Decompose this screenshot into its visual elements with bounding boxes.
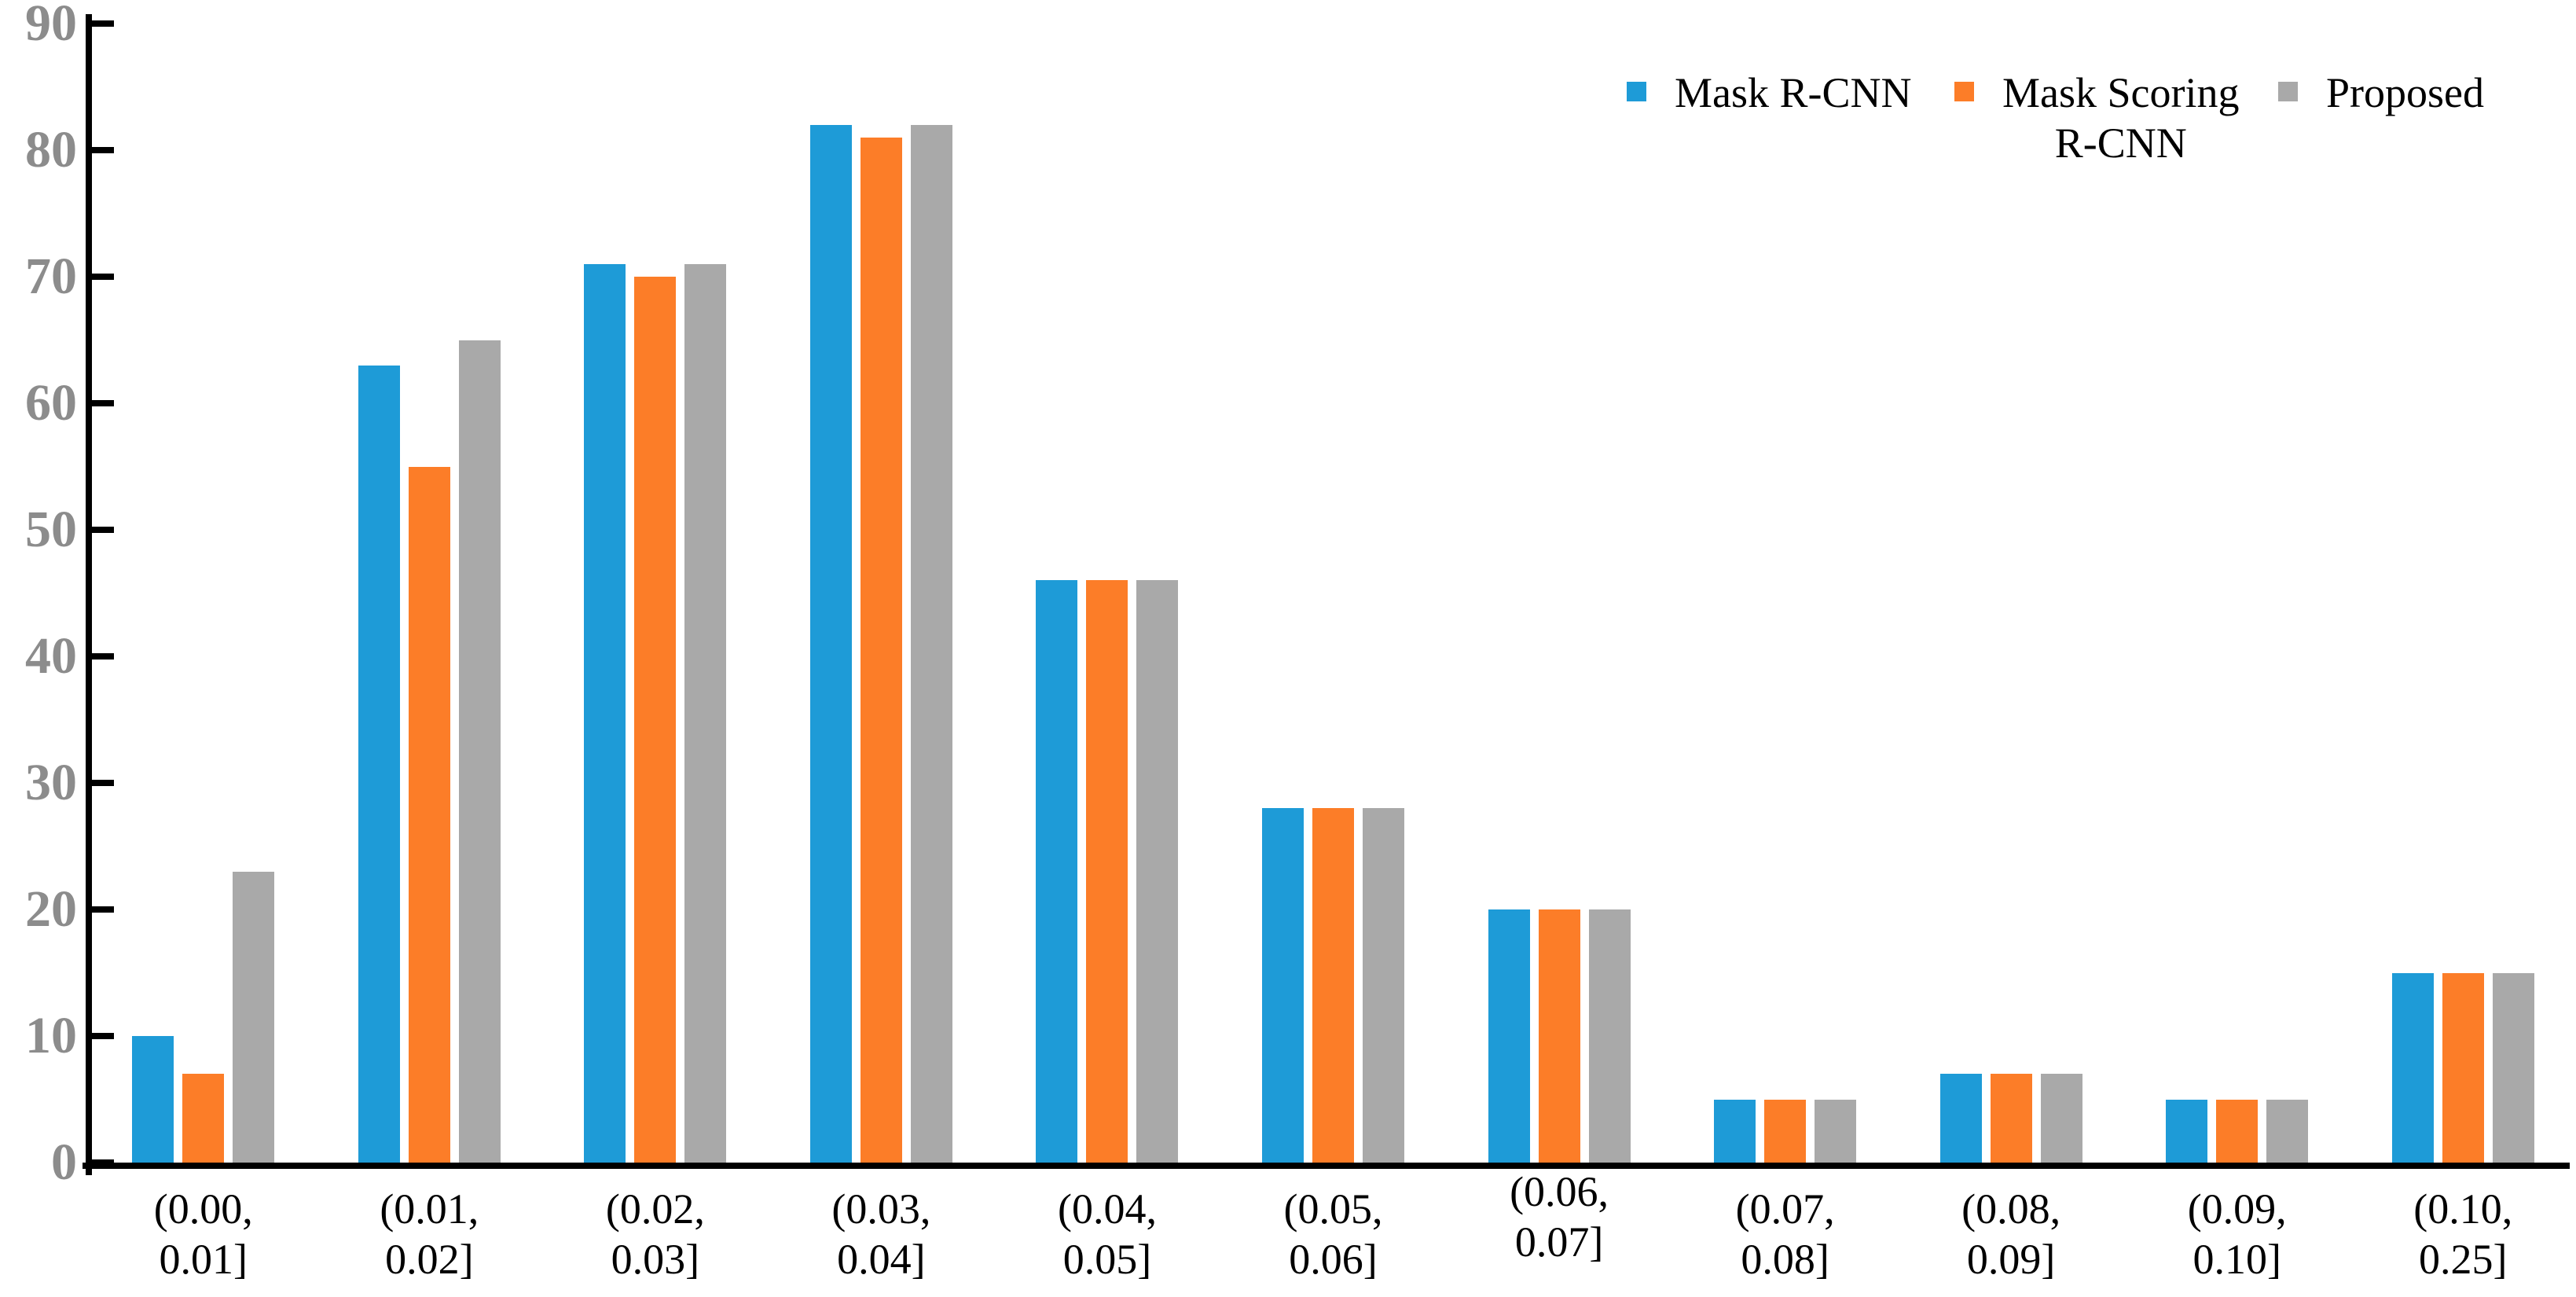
bar-series0-cat0 [132,1036,174,1163]
bar-group-6 [1446,24,1672,1163]
y-axis-label-80: 80 [25,121,77,178]
y-axis-tick-90 [92,20,114,27]
x-axis-label-0: (0.00, 0.01] [153,1185,253,1283]
bar-series1-cat2 [634,277,677,1163]
bar-series2-cat9 [2266,1099,2309,1163]
legend-item-1: Mask Scoring R-CNN [1954,68,2239,168]
bar-series2-cat5 [1363,808,1404,1163]
y-axis-tick-0 [92,1159,114,1166]
x-axis-line [83,1163,2570,1169]
y-axis-label-50: 50 [25,501,77,558]
x-axis-label-4: (0.04, 0.05] [1057,1185,1157,1283]
y-axis-label-30: 30 [25,754,77,811]
x-axis-label-10: (0.10, 0.25] [2413,1185,2513,1283]
y-axis-label-0: 0 [51,1133,77,1191]
x-axis-labels: (0.00, 0.01] (0.01, 0.02] (0.02, 0.03] (0.0… [90,1168,2576,1284]
legend-label: Mask Scoring R-CNN [2002,69,2240,167]
bar-series2-cat1 [458,340,501,1163]
x-axis-label-8: (0.08, 0.09] [1961,1185,2061,1283]
bar-series2-cat7 [1815,1099,1857,1163]
legend-item-0: Mask R-CNN [1627,68,1912,118]
bar-group-8 [1898,24,2124,1163]
bar-series0-cat6 [1488,909,1530,1163]
bar-group-2 [542,24,769,1163]
bar-group-9 [2124,24,2350,1163]
bar-series1-cat9 [2216,1099,2259,1163]
legend-swatch-icon [1627,82,1646,101]
bar-series0-cat10 [2391,972,2434,1163]
bar-series0-cat1 [358,365,400,1163]
x-axis-label-7: (0.07, 0.08] [1735,1185,1835,1283]
bar-series1-cat5 [1312,808,1354,1163]
bar-group-0 [90,24,317,1163]
bar-series1-cat1 [408,466,450,1163]
legend-item-2: Proposed [2278,68,2484,118]
y-axis-label-70: 70 [25,248,77,305]
x-axis-label-2: (0.02, 0.03] [605,1185,705,1283]
plot-area [90,24,2576,1163]
y-axis-label-60: 60 [25,374,77,432]
y-axis-label-90: 90 [25,0,77,52]
y-axis-line [86,14,92,1175]
bar-series1-cat3 [860,137,902,1163]
bar-series2-cat6 [1588,909,1631,1163]
legend: Mask R-CNN Mask Scoring R-CNN Proposed [0,0,2576,204]
bar-series1-cat10 [2442,972,2484,1163]
bar-series2-cat0 [233,871,275,1163]
legend-label: Mask R-CNN [1675,69,1912,116]
y-axis-tick-60 [92,400,114,406]
bar-series2-cat4 [1136,580,1179,1163]
y-axis-label-40: 40 [25,627,77,685]
bar-group-3 [769,24,995,1163]
y-axis-tick-50 [92,527,114,533]
bar-series0-cat4 [1036,580,1078,1163]
x-axis-label-5: (0.05, 0.06] [1283,1185,1383,1283]
y-axis-tick-10 [92,1033,114,1039]
bar-series1-cat4 [1086,580,1128,1163]
bar-series0-cat2 [584,263,626,1163]
bar-series2-cat3 [910,124,952,1163]
y-axis-tick-80 [92,147,114,153]
bar-series0-cat5 [1262,808,1304,1163]
bar-series1-cat6 [1538,909,1580,1163]
bar-series2-cat2 [684,263,727,1163]
y-axis-tick-70 [92,274,114,280]
bar-group-4 [994,24,1220,1163]
bar-series0-cat8 [1939,1074,1982,1163]
bar-series0-cat9 [2166,1099,2208,1163]
bar-group-5 [1220,24,1447,1163]
bar-series2-cat8 [2040,1074,2082,1163]
x-axis-label-1: (0.01, 0.02] [380,1185,479,1283]
bar-group-10 [2350,24,2576,1163]
bar-series0-cat3 [809,124,852,1163]
legend-swatch-icon [2278,82,2298,101]
bar-series1-cat8 [1990,1074,2032,1163]
x-axis-label-6: (0.06, 0.07] [1510,1168,1609,1266]
x-axis-label-9: (0.09, 0.10] [2187,1185,2287,1283]
y-axis-tick-20 [92,906,114,913]
bar-series1-cat0 [182,1074,225,1163]
bar-series0-cat7 [1714,1099,1756,1163]
bar-group-1 [317,24,543,1163]
y-axis-tick-40 [92,653,114,660]
legend-swatch-icon [1954,82,1974,101]
x-axis-label-3: (0.03, 0.04] [831,1185,931,1283]
bar-series1-cat7 [1764,1099,1807,1163]
bar-group-7 [1672,24,1899,1163]
y-axis-label-20: 20 [25,880,77,938]
bar-series2-cat10 [2492,972,2534,1163]
legend-label: Proposed [2326,69,2484,116]
y-axis-tick-30 [92,780,114,786]
y-axis-label-10: 10 [25,1007,77,1064]
